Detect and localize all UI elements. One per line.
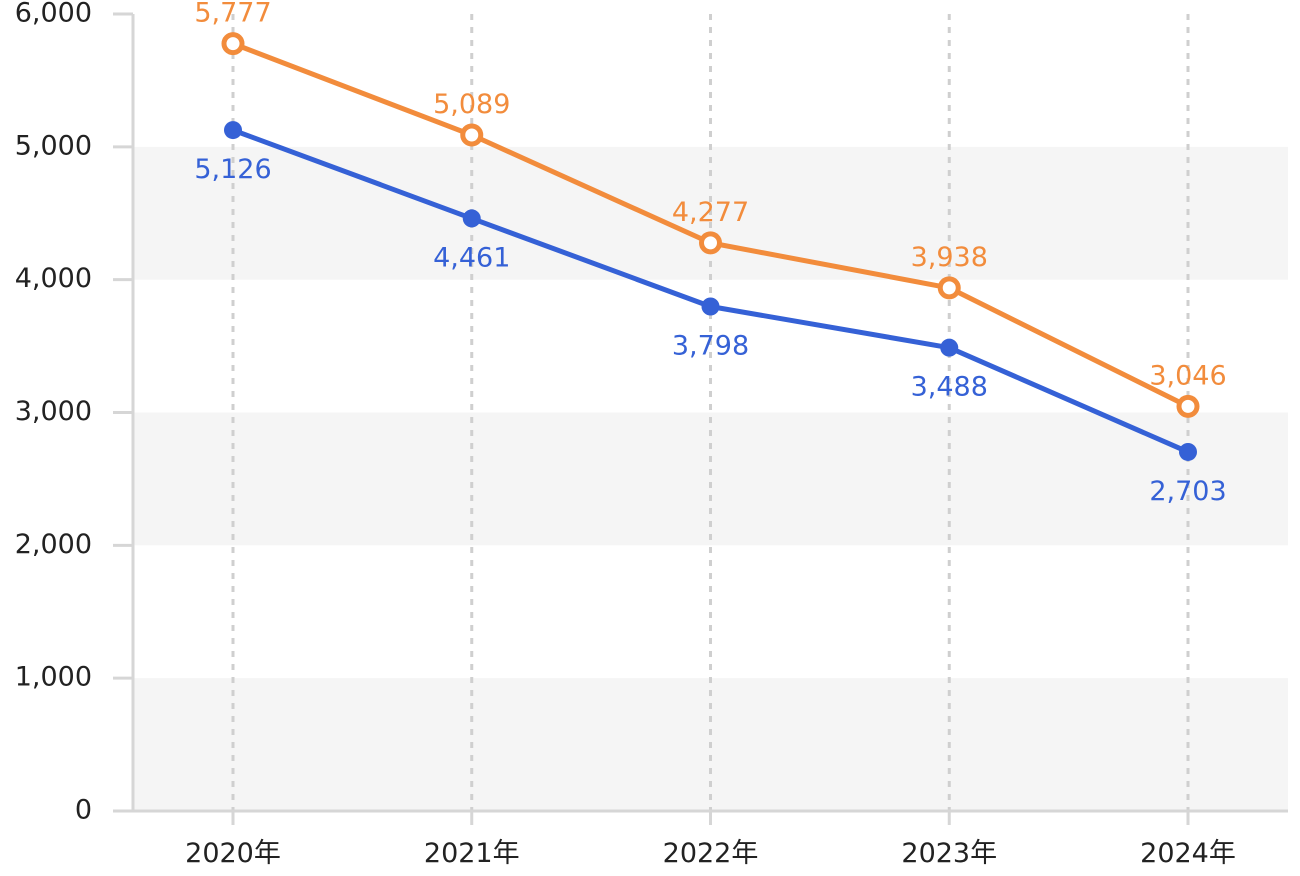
- data-label: 5,777: [194, 0, 271, 29]
- y-tick-label: 3,000: [15, 396, 92, 427]
- data-label: 3,938: [911, 242, 988, 273]
- x-axis-ticks: 2020年 2021年 2022年 2023年 2024年: [185, 811, 1236, 869]
- x-tick-label: 2023年: [901, 838, 997, 869]
- x-tick-label: 2020年: [185, 838, 281, 869]
- data-label: 3,046: [1149, 360, 1226, 391]
- data-point: [462, 209, 481, 228]
- data-point: [940, 338, 959, 357]
- data-label: 4,277: [672, 197, 749, 228]
- y-tick-label: 4,000: [15, 263, 92, 294]
- data-label: 4,461: [433, 242, 510, 273]
- data-point: [460, 123, 484, 147]
- y-tick-label: 5,000: [15, 130, 92, 161]
- y-axis-ticks: 0 1,000 2,000 3,000 4,000 5,000 6,000: [15, 0, 133, 826]
- data-point: [937, 276, 961, 300]
- y-tick-label: 0: [75, 795, 92, 826]
- series-layer: 5,777 5,089 4,277 3,938 3,046 5,126 4,461 3,798…: [194, 0, 1226, 507]
- data-label: 3,488: [911, 372, 988, 403]
- x-tick-label: 2021年: [424, 838, 520, 869]
- data-point: [1176, 394, 1200, 418]
- data-point: [221, 32, 245, 56]
- y-tick-label: 1,000: [15, 662, 92, 693]
- series-1: 5,126 4,461 3,798 3,488 2,703: [194, 121, 1227, 507]
- vertical-gridlines: [231, 14, 1190, 811]
- data-label: 3,798: [672, 330, 749, 361]
- y-tick-label: 6,000: [15, 0, 92, 29]
- data-label: 5,126: [194, 154, 271, 185]
- data-point: [224, 121, 242, 140]
- x-tick-label: 2022年: [663, 838, 759, 869]
- data-point: [699, 231, 722, 255]
- series-0: 5,777 5,089 4,277 3,938 3,046: [194, 0, 1227, 418]
- x-tick-label: 2024年: [1140, 838, 1236, 869]
- data-point: [1179, 442, 1197, 461]
- data-point: [701, 297, 720, 316]
- y-tick-label: 2,000: [15, 529, 92, 560]
- data-label: 2,703: [1149, 476, 1226, 507]
- data-label: 5,089: [433, 89, 510, 120]
